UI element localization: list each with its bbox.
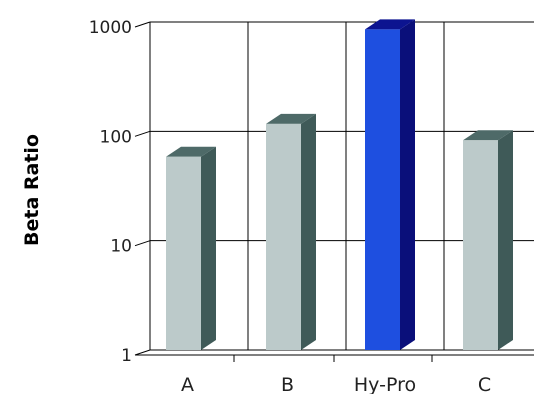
y-tick-label: 100 bbox=[100, 127, 132, 147]
bar-side bbox=[201, 146, 216, 350]
x-tick-label: Hy-Pro bbox=[354, 374, 416, 394]
bar-c bbox=[463, 130, 513, 350]
tick-labels: 1 10 100 1000 A B Hy-Pro C bbox=[89, 18, 491, 396]
y-axis-label: Beta Ratio bbox=[21, 134, 43, 246]
bar-front bbox=[266, 123, 301, 351]
bar-side bbox=[400, 19, 415, 351]
bar-a bbox=[166, 146, 216, 350]
y-tick-mark bbox=[134, 349, 151, 356]
x-tick-label: B bbox=[281, 374, 294, 394]
bar-top bbox=[166, 146, 216, 157]
bar-front bbox=[166, 156, 201, 350]
bar-side bbox=[301, 113, 316, 351]
bar-hy-pro bbox=[365, 19, 415, 351]
bars bbox=[166, 19, 513, 351]
x-tick-label: C bbox=[478, 374, 491, 394]
bar-top bbox=[365, 19, 415, 30]
bar-side bbox=[498, 130, 513, 350]
bar-b bbox=[266, 113, 316, 351]
bar-top bbox=[266, 113, 316, 124]
x-tick-label: A bbox=[181, 374, 194, 394]
y-tick-label: 10 bbox=[110, 237, 132, 257]
bar-front bbox=[463, 140, 498, 350]
y-tick-mark bbox=[134, 130, 151, 137]
y-tick-mark bbox=[134, 240, 151, 247]
y-tick-mark bbox=[134, 21, 151, 28]
y-tick-label: 1000 bbox=[89, 18, 132, 38]
bar-top bbox=[463, 130, 513, 141]
bar-front bbox=[365, 29, 400, 351]
y-tick-label: 1 bbox=[121, 346, 132, 366]
